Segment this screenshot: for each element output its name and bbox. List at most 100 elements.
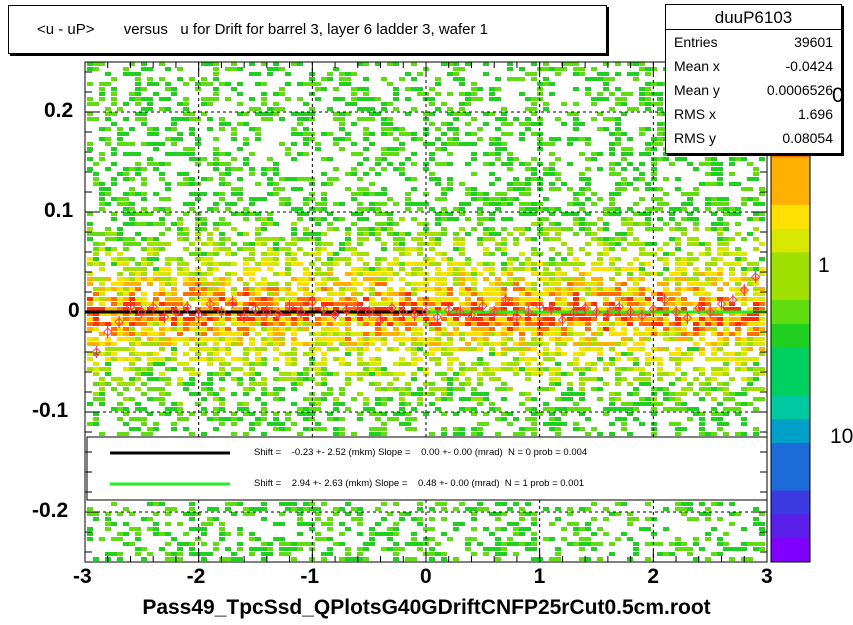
heatmap-cell xyxy=(573,527,579,531)
heatmap-cell xyxy=(735,512,741,516)
heatmap-cell xyxy=(633,212,639,216)
heatmap-cell xyxy=(447,287,453,291)
heatmap-cell xyxy=(237,547,243,551)
heatmap-cell xyxy=(591,377,597,381)
heatmap-cell xyxy=(513,502,519,506)
heatmap-cell xyxy=(741,347,747,351)
heatmap-cell xyxy=(447,107,453,111)
heatmap-cell xyxy=(555,157,561,161)
heatmap-cell xyxy=(453,432,459,436)
heatmap-cell xyxy=(411,322,417,326)
heatmap-cell xyxy=(285,427,291,431)
heatmap-cell xyxy=(357,312,363,316)
profile-point xyxy=(637,311,647,321)
heatmap-cell xyxy=(549,222,555,226)
heatmap-cell xyxy=(165,557,171,561)
heatmap-cell xyxy=(213,327,219,331)
heatmap-cell xyxy=(627,557,633,561)
heatmap-cell xyxy=(189,507,195,511)
heatmap-cell xyxy=(453,387,459,391)
heatmap-cell xyxy=(303,352,309,356)
heatmap-cell xyxy=(669,162,675,166)
heatmap-cell xyxy=(129,242,135,246)
heatmap-cell xyxy=(273,522,279,526)
heatmap-cell xyxy=(573,232,579,236)
heatmap-cell xyxy=(135,192,141,196)
heatmap-cell xyxy=(339,217,345,221)
heatmap-cell xyxy=(291,292,297,296)
heatmap-cell xyxy=(483,327,489,331)
heatmap-cell xyxy=(621,102,627,106)
heatmap-cell xyxy=(165,82,171,86)
heatmap-cell xyxy=(609,132,615,136)
heatmap-cell xyxy=(129,297,135,301)
heatmap-cell xyxy=(477,97,483,101)
heatmap-cell xyxy=(117,252,123,256)
heatmap-cell xyxy=(633,407,639,411)
heatmap-cell xyxy=(429,517,435,521)
heatmap-cell xyxy=(249,377,255,381)
heatmap-cell xyxy=(351,212,357,216)
heatmap-cell xyxy=(549,412,555,416)
heatmap-cell xyxy=(687,242,693,246)
heatmap-cell xyxy=(153,207,159,211)
heatmap-cell xyxy=(705,322,711,326)
heatmap-cell xyxy=(165,67,171,71)
heatmap-cell xyxy=(483,62,489,66)
heatmap-cell xyxy=(165,292,171,296)
heatmap-cell xyxy=(339,77,345,81)
heatmap-cell xyxy=(333,257,339,261)
heatmap-cell xyxy=(153,302,159,306)
heatmap-cell xyxy=(339,402,345,406)
heatmap-cell xyxy=(483,122,489,126)
heatmap-cell xyxy=(303,177,309,181)
heatmap-cell xyxy=(123,532,129,536)
heatmap-cell xyxy=(735,277,741,281)
heatmap-cell xyxy=(333,322,339,326)
heatmap-cell xyxy=(405,197,411,201)
heatmap-cell xyxy=(207,282,213,286)
heatmap-cell xyxy=(87,422,93,426)
heatmap-cell xyxy=(363,217,369,221)
heatmap-cell xyxy=(219,217,225,221)
heatmap-cell xyxy=(303,427,309,431)
heatmap-cell xyxy=(147,132,153,136)
heatmap-cell xyxy=(183,112,189,116)
heatmap-cell xyxy=(231,422,237,426)
heatmap-cell xyxy=(171,92,177,96)
profile-point xyxy=(739,285,749,295)
heatmap-cell xyxy=(435,182,441,186)
heatmap-cell xyxy=(747,367,753,371)
heatmap-cell xyxy=(189,277,195,281)
heatmap-cell xyxy=(345,237,351,241)
heatmap-cell xyxy=(351,277,357,281)
heatmap-cell xyxy=(87,282,93,286)
heatmap-cell xyxy=(687,332,693,336)
heatmap-cell xyxy=(225,207,231,211)
heatmap-cell xyxy=(405,347,411,351)
heatmap-cell xyxy=(675,507,681,511)
heatmap-cell xyxy=(663,312,669,316)
heatmap-cell xyxy=(675,377,681,381)
heatmap-cell xyxy=(729,322,735,326)
heatmap-cell xyxy=(453,267,459,271)
heatmap-cell xyxy=(297,247,303,251)
heatmap-cell xyxy=(159,337,165,341)
heatmap-cell xyxy=(723,262,729,266)
heatmap-cell xyxy=(303,397,309,401)
heatmap-cell xyxy=(351,317,357,321)
heatmap-cell xyxy=(681,277,687,281)
heatmap-cell xyxy=(633,367,639,371)
heatmap-cell xyxy=(129,237,135,241)
heatmap-cell xyxy=(195,352,201,356)
heatmap-cell xyxy=(447,292,453,296)
heatmap-cell xyxy=(219,262,225,266)
heatmap-cell xyxy=(177,222,183,226)
heatmap-cell xyxy=(129,377,135,381)
heatmap-cell xyxy=(87,232,93,236)
heatmap-cell xyxy=(573,197,579,201)
heatmap-cell xyxy=(741,387,747,391)
heatmap-cell xyxy=(225,67,231,71)
heatmap-cell xyxy=(687,257,693,261)
heatmap-cell xyxy=(603,247,609,251)
